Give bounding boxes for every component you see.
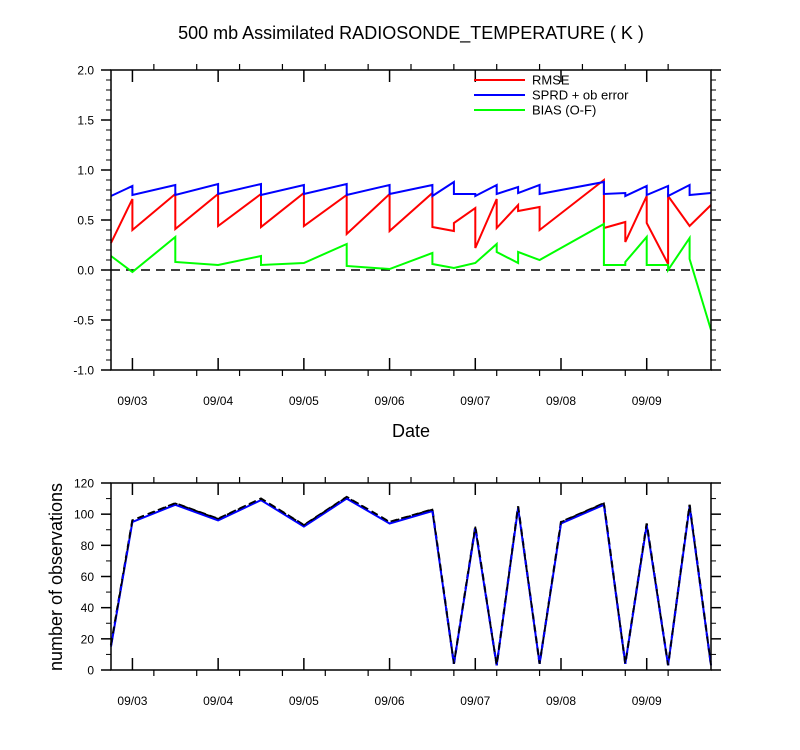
y-tick-label: 60 bbox=[81, 570, 95, 584]
x-tick-label: 09/03 bbox=[117, 394, 147, 408]
x-axis-label: Date bbox=[392, 421, 430, 441]
top-y-tick-labels: -1.0 -0.5 0.0 0.5 1.0 1.5 2.0 bbox=[73, 64, 94, 378]
bottom-axis-ticks bbox=[101, 477, 721, 676]
top-series-layer bbox=[110, 177, 712, 331]
series-line-rmse bbox=[110, 177, 712, 265]
y-tick-label: 1.0 bbox=[77, 164, 94, 178]
x-tick-label: 09/05 bbox=[289, 694, 319, 708]
series-line-used bbox=[110, 497, 712, 666]
series-line-possible-overlay bbox=[110, 496, 712, 666]
y-tick-label: 0.5 bbox=[77, 214, 94, 228]
bottom-x-tick-labels: 09/03 09/04 09/05 09/06 09/07 09/08 09/09 bbox=[117, 694, 662, 708]
x-tick-label: 09/03 bbox=[117, 694, 147, 708]
x-tick-label: 09/09 bbox=[632, 394, 662, 408]
x-tick-label: 09/04 bbox=[203, 394, 233, 408]
x-tick-label: 09/07 bbox=[460, 394, 490, 408]
x-tick-label: 09/09 bbox=[632, 694, 662, 708]
y-tick-label: 0 bbox=[87, 664, 94, 678]
bottom-y-tick-labels: 0 20 40 60 80 100 120 bbox=[74, 477, 94, 678]
series-line-bias-o-f bbox=[110, 222, 712, 331]
legend-label-sprd-ob-error: SPRD + ob error bbox=[532, 88, 629, 103]
bottom-series-layer bbox=[109, 495, 713, 666]
y-tick-label: 0.0 bbox=[77, 264, 94, 278]
chart-title: 500 mb Assimilated RADIOSONDE_TEMPERATUR… bbox=[178, 23, 644, 44]
top-axis-ticks bbox=[101, 64, 721, 376]
x-tick-label: 09/08 bbox=[546, 394, 576, 408]
legend-label-rmse: RMSE bbox=[532, 73, 570, 88]
series-line-possible bbox=[109, 495, 713, 666]
y-tick-label: -0.5 bbox=[73, 314, 94, 328]
x-tick-label: 09/07 bbox=[460, 694, 490, 708]
x-tick-label: 09/04 bbox=[203, 694, 233, 708]
x-tick-label: 09/05 bbox=[289, 394, 319, 408]
top-plot-frame bbox=[110, 69, 712, 371]
y-axis-label-observations: number of observations bbox=[46, 483, 66, 671]
y-tick-label: 40 bbox=[81, 601, 95, 615]
y-tick-label: 120 bbox=[74, 477, 94, 491]
x-tick-label: 09/06 bbox=[375, 394, 405, 408]
y-tick-label: 2.0 bbox=[77, 64, 94, 78]
top-panel: 500 mb Assimilated RADIOSONDE_TEMPERATUR… bbox=[73, 23, 721, 441]
x-tick-label: 09/08 bbox=[546, 694, 576, 708]
y-tick-label: 100 bbox=[74, 508, 94, 522]
y-tick-label: -1.0 bbox=[73, 364, 94, 378]
y-tick-label: 80 bbox=[81, 539, 95, 553]
series-line-sprd-ob-error bbox=[110, 180, 712, 198]
bottom-panel: 09/03 09/04 09/05 09/06 09/07 09/08 09/09 0 20 4… bbox=[46, 477, 721, 708]
y-tick-label: 1.5 bbox=[77, 114, 94, 128]
bottom-plot-frame bbox=[110, 482, 712, 671]
legend-label-bias-o-f: BIAS (O-F) bbox=[532, 103, 596, 118]
y-tick-label: 20 bbox=[81, 632, 95, 646]
x-tick-label: 09/06 bbox=[375, 694, 405, 708]
top-x-tick-labels: 09/03 09/04 09/05 09/06 09/07 09/08 09/09 bbox=[117, 394, 662, 408]
